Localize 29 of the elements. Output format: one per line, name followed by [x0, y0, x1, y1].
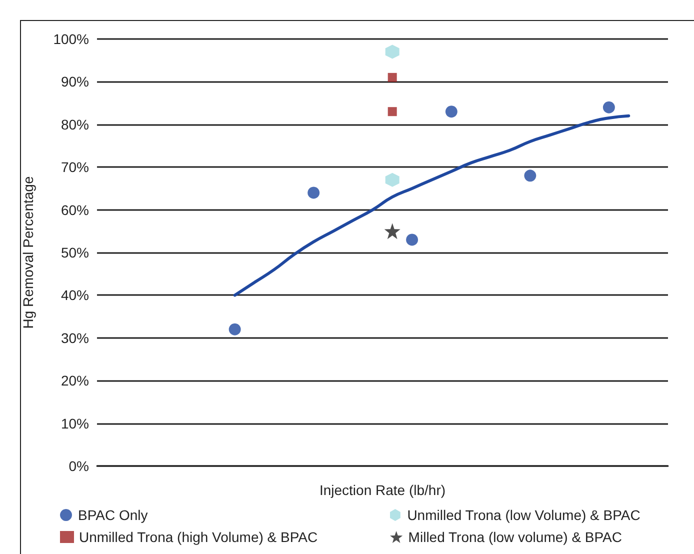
y-tick-label: 90% — [60, 74, 89, 90]
y-axis-title: Hg Removal Percentage — [20, 176, 36, 329]
point — [406, 234, 418, 246]
y-tick-label: 30% — [60, 330, 89, 346]
y-tick-label: 60% — [60, 202, 89, 218]
point — [388, 107, 397, 116]
y-tick-label: 70% — [60, 159, 89, 176]
point — [445, 106, 458, 118]
y-tick-label: 100% — [53, 31, 89, 47]
legend-label: BPAC Only — [78, 507, 148, 523]
legend-label: Unmilled Trona (low Volume) & BPAC — [407, 507, 640, 523]
y-tick-label: 20% — [60, 372, 89, 389]
y-tick-label: 0% — [68, 458, 89, 474]
line-series — [233, 114, 630, 297]
point — [388, 72, 397, 82]
y-tick-label: 10% — [60, 415, 89, 432]
point — [228, 323, 241, 336]
legend-label: Milled Trona (low volume) & BPAC — [408, 529, 622, 545]
point — [385, 172, 400, 187]
y-tick-label: 80% — [60, 116, 89, 132]
point — [308, 186, 320, 199]
legend-label: Unmilled Trona (high Volume) & BPAC — [79, 529, 318, 545]
y-tick-label: 40% — [60, 287, 89, 304]
point — [602, 101, 615, 114]
point — [524, 170, 536, 182]
y-tick-label: 50% — [60, 244, 89, 260]
x-axis-title: Injection Rate (lb/hr) — [319, 482, 446, 498]
point — [384, 223, 400, 240]
point — [385, 44, 400, 59]
